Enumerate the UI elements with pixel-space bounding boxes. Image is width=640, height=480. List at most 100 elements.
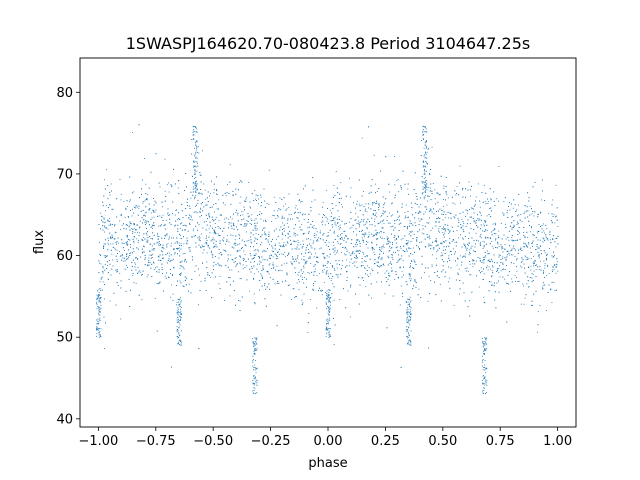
data-point [400, 285, 402, 287]
data-point [172, 300, 174, 301]
data-point [361, 195, 363, 197]
data-point [305, 286, 307, 288]
data-point [437, 201, 439, 203]
data-point [496, 247, 498, 249]
data-point [277, 235, 279, 237]
data-point [226, 260, 228, 262]
data-point [259, 263, 260, 265]
data-point [119, 255, 121, 257]
data-point [319, 287, 320, 289]
data-point [517, 204, 519, 206]
data-point [463, 243, 465, 245]
data-point [518, 227, 520, 228]
data-point [174, 242, 176, 244]
data-point [238, 250, 240, 252]
data-point [148, 261, 149, 263]
data-point [188, 290, 189, 292]
data-point [133, 242, 135, 244]
data-point [301, 247, 303, 249]
data-point [516, 270, 518, 272]
data-point [513, 220, 515, 222]
data-point [320, 289, 322, 291]
data-point [214, 230, 216, 232]
data-point [411, 261, 413, 262]
data-point [494, 282, 495, 284]
data-point [335, 224, 337, 226]
data-point [137, 242, 139, 244]
data-point [347, 290, 349, 292]
data-point [345, 307, 347, 309]
data-point [324, 257, 326, 258]
data-point [333, 220, 335, 222]
data-point [144, 224, 146, 226]
data-point [510, 203, 512, 205]
data-point [309, 251, 311, 253]
data-point [303, 233, 304, 235]
data-point [143, 214, 145, 216]
data-point [212, 254, 214, 256]
data-point [322, 239, 324, 241]
data-point [293, 288, 295, 289]
data-point [465, 188, 466, 190]
data-point [517, 252, 519, 254]
data-point [345, 254, 347, 256]
data-point [180, 273, 181, 275]
data-point [183, 268, 185, 270]
data-point [184, 224, 186, 226]
data-point [157, 241, 159, 243]
data-point [357, 239, 359, 241]
data-point [166, 184, 168, 186]
data-point [473, 229, 475, 230]
data-point [388, 237, 390, 239]
data-point [239, 202, 241, 204]
data-point [127, 266, 128, 268]
data-point [512, 207, 514, 209]
data-point [341, 251, 342, 253]
data-point [474, 246, 476, 248]
data-point [546, 275, 548, 277]
data-point [439, 225, 441, 227]
data-point [484, 241, 486, 243]
data-point [525, 245, 527, 247]
data-point [115, 232, 117, 234]
data-point [526, 283, 528, 285]
data-point [334, 221, 336, 223]
data-point [137, 272, 139, 274]
data-point [121, 259, 123, 261]
data-point [478, 270, 480, 272]
data-point [431, 146, 433, 148]
data-point [189, 219, 191, 220]
data-point [447, 197, 449, 199]
data-point [298, 242, 300, 244]
data-point [180, 261, 182, 263]
data-point [267, 271, 269, 273]
data-point [144, 264, 146, 266]
data-point [255, 233, 257, 235]
data-point [340, 197, 342, 199]
data-point [129, 306, 131, 307]
data-point [99, 262, 100, 264]
data-point [199, 237, 201, 239]
data-point [195, 211, 197, 213]
data-point [410, 263, 411, 265]
data-point [519, 249, 521, 250]
data-point [503, 268, 504, 270]
data-point [475, 243, 476, 245]
data-point [239, 237, 240, 239]
data-point [145, 206, 147, 208]
data-point [524, 255, 526, 257]
data-point [409, 220, 411, 222]
data-point [200, 181, 202, 183]
data-point [233, 213, 234, 215]
data-point [375, 233, 377, 235]
data-point [319, 230, 321, 232]
data-point [442, 269, 444, 271]
data-point [528, 242, 529, 243]
data-point [474, 263, 476, 265]
data-point [283, 217, 285, 219]
data-point [523, 235, 525, 236]
data-point [102, 267, 104, 269]
data-point [293, 240, 295, 242]
data-point [102, 229, 104, 231]
data-point [376, 244, 378, 246]
